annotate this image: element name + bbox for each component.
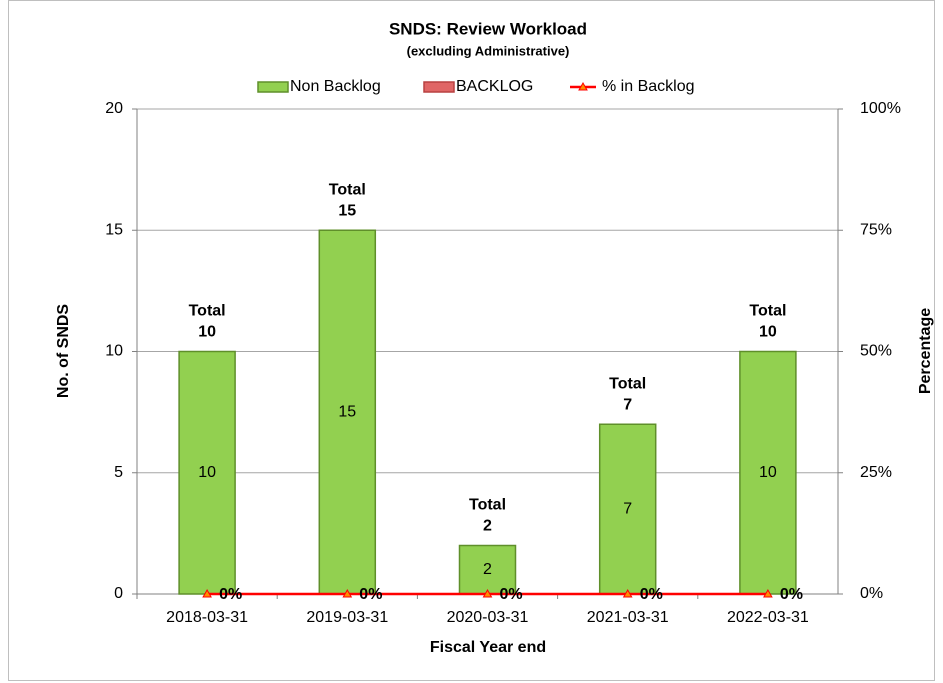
total-prefix: Total [609, 375, 646, 392]
x-tick-label: 2021-03-31 [587, 609, 669, 626]
bar [178, 350, 236, 595]
x-tick-label: 2019-03-31 [306, 609, 388, 626]
legend-swatch [423, 81, 455, 93]
y2-tick-label: 25% [860, 464, 892, 481]
line-marker [482, 588, 493, 598]
total-value: 7 [623, 396, 632, 413]
total-label: Total 15 [329, 181, 366, 219]
y-tick-label: 15 [105, 221, 123, 238]
line-value-label: 0% [640, 586, 663, 603]
bar [739, 350, 797, 595]
line-marker [202, 588, 212, 598]
y2-tick-label: 75% [860, 221, 892, 238]
y-tick-label: 5 [114, 464, 123, 481]
x-tick-label: 2020-03-31 [447, 609, 529, 626]
y2-tick-label: 100% [860, 100, 901, 117]
x-tick-label: 2018-03-31 [166, 609, 248, 626]
total-value: 10 [759, 324, 777, 341]
line-value-label: 0% [500, 586, 523, 603]
total-prefix: Total [469, 497, 506, 514]
chart-title: SNDS: Review Workload [389, 19, 587, 38]
y-tick-label: 10 [105, 343, 123, 360]
y-axis-label: No. of SNDS [55, 304, 72, 399]
line-value-label: 0% [219, 586, 242, 603]
bar-value-label: 2 [483, 561, 492, 578]
line-marker [622, 588, 633, 598]
total-label: Total 10 [189, 303, 226, 341]
line-marker [763, 588, 773, 598]
total-value: 2 [483, 518, 492, 535]
bar-value-label: 7 [623, 500, 632, 517]
total-prefix: Total [189, 303, 226, 320]
line-value-label: 0% [780, 586, 803, 603]
y-tick-label: 20 [105, 100, 123, 117]
total-prefix: Total [329, 181, 366, 198]
bar [318, 229, 377, 595]
bar-value-label: 10 [198, 464, 216, 481]
y-tick-label: 0 [114, 585, 123, 602]
total-value: 15 [338, 202, 356, 219]
y2-axis-label: Percentage [917, 308, 934, 394]
line-value-label: 0% [359, 586, 382, 603]
total-label: Total 2 [469, 497, 506, 535]
bar-value-label: 15 [338, 403, 356, 420]
y2-tick-label: 50% [860, 343, 892, 360]
x-axis-label: Fiscal Year end [430, 639, 546, 656]
legend-swatch [257, 81, 289, 93]
line-marker [342, 588, 353, 598]
legend-label: Non Backlog [290, 78, 381, 95]
bar-value-label: 10 [759, 464, 777, 481]
legend-swatch-marker [578, 81, 588, 91]
total-value: 10 [198, 324, 216, 341]
total-label: Total 10 [749, 303, 786, 341]
total-label: Total 7 [609, 375, 646, 413]
legend-label: % in Backlog [602, 78, 695, 95]
chart-subtitle: (excluding Administrative) [407, 43, 570, 58]
y2-tick-label: 0% [860, 585, 883, 602]
x-tick-label: 2022-03-31 [727, 609, 809, 626]
legend-label: BACKLOG [456, 78, 533, 95]
total-prefix: Total [749, 303, 786, 320]
